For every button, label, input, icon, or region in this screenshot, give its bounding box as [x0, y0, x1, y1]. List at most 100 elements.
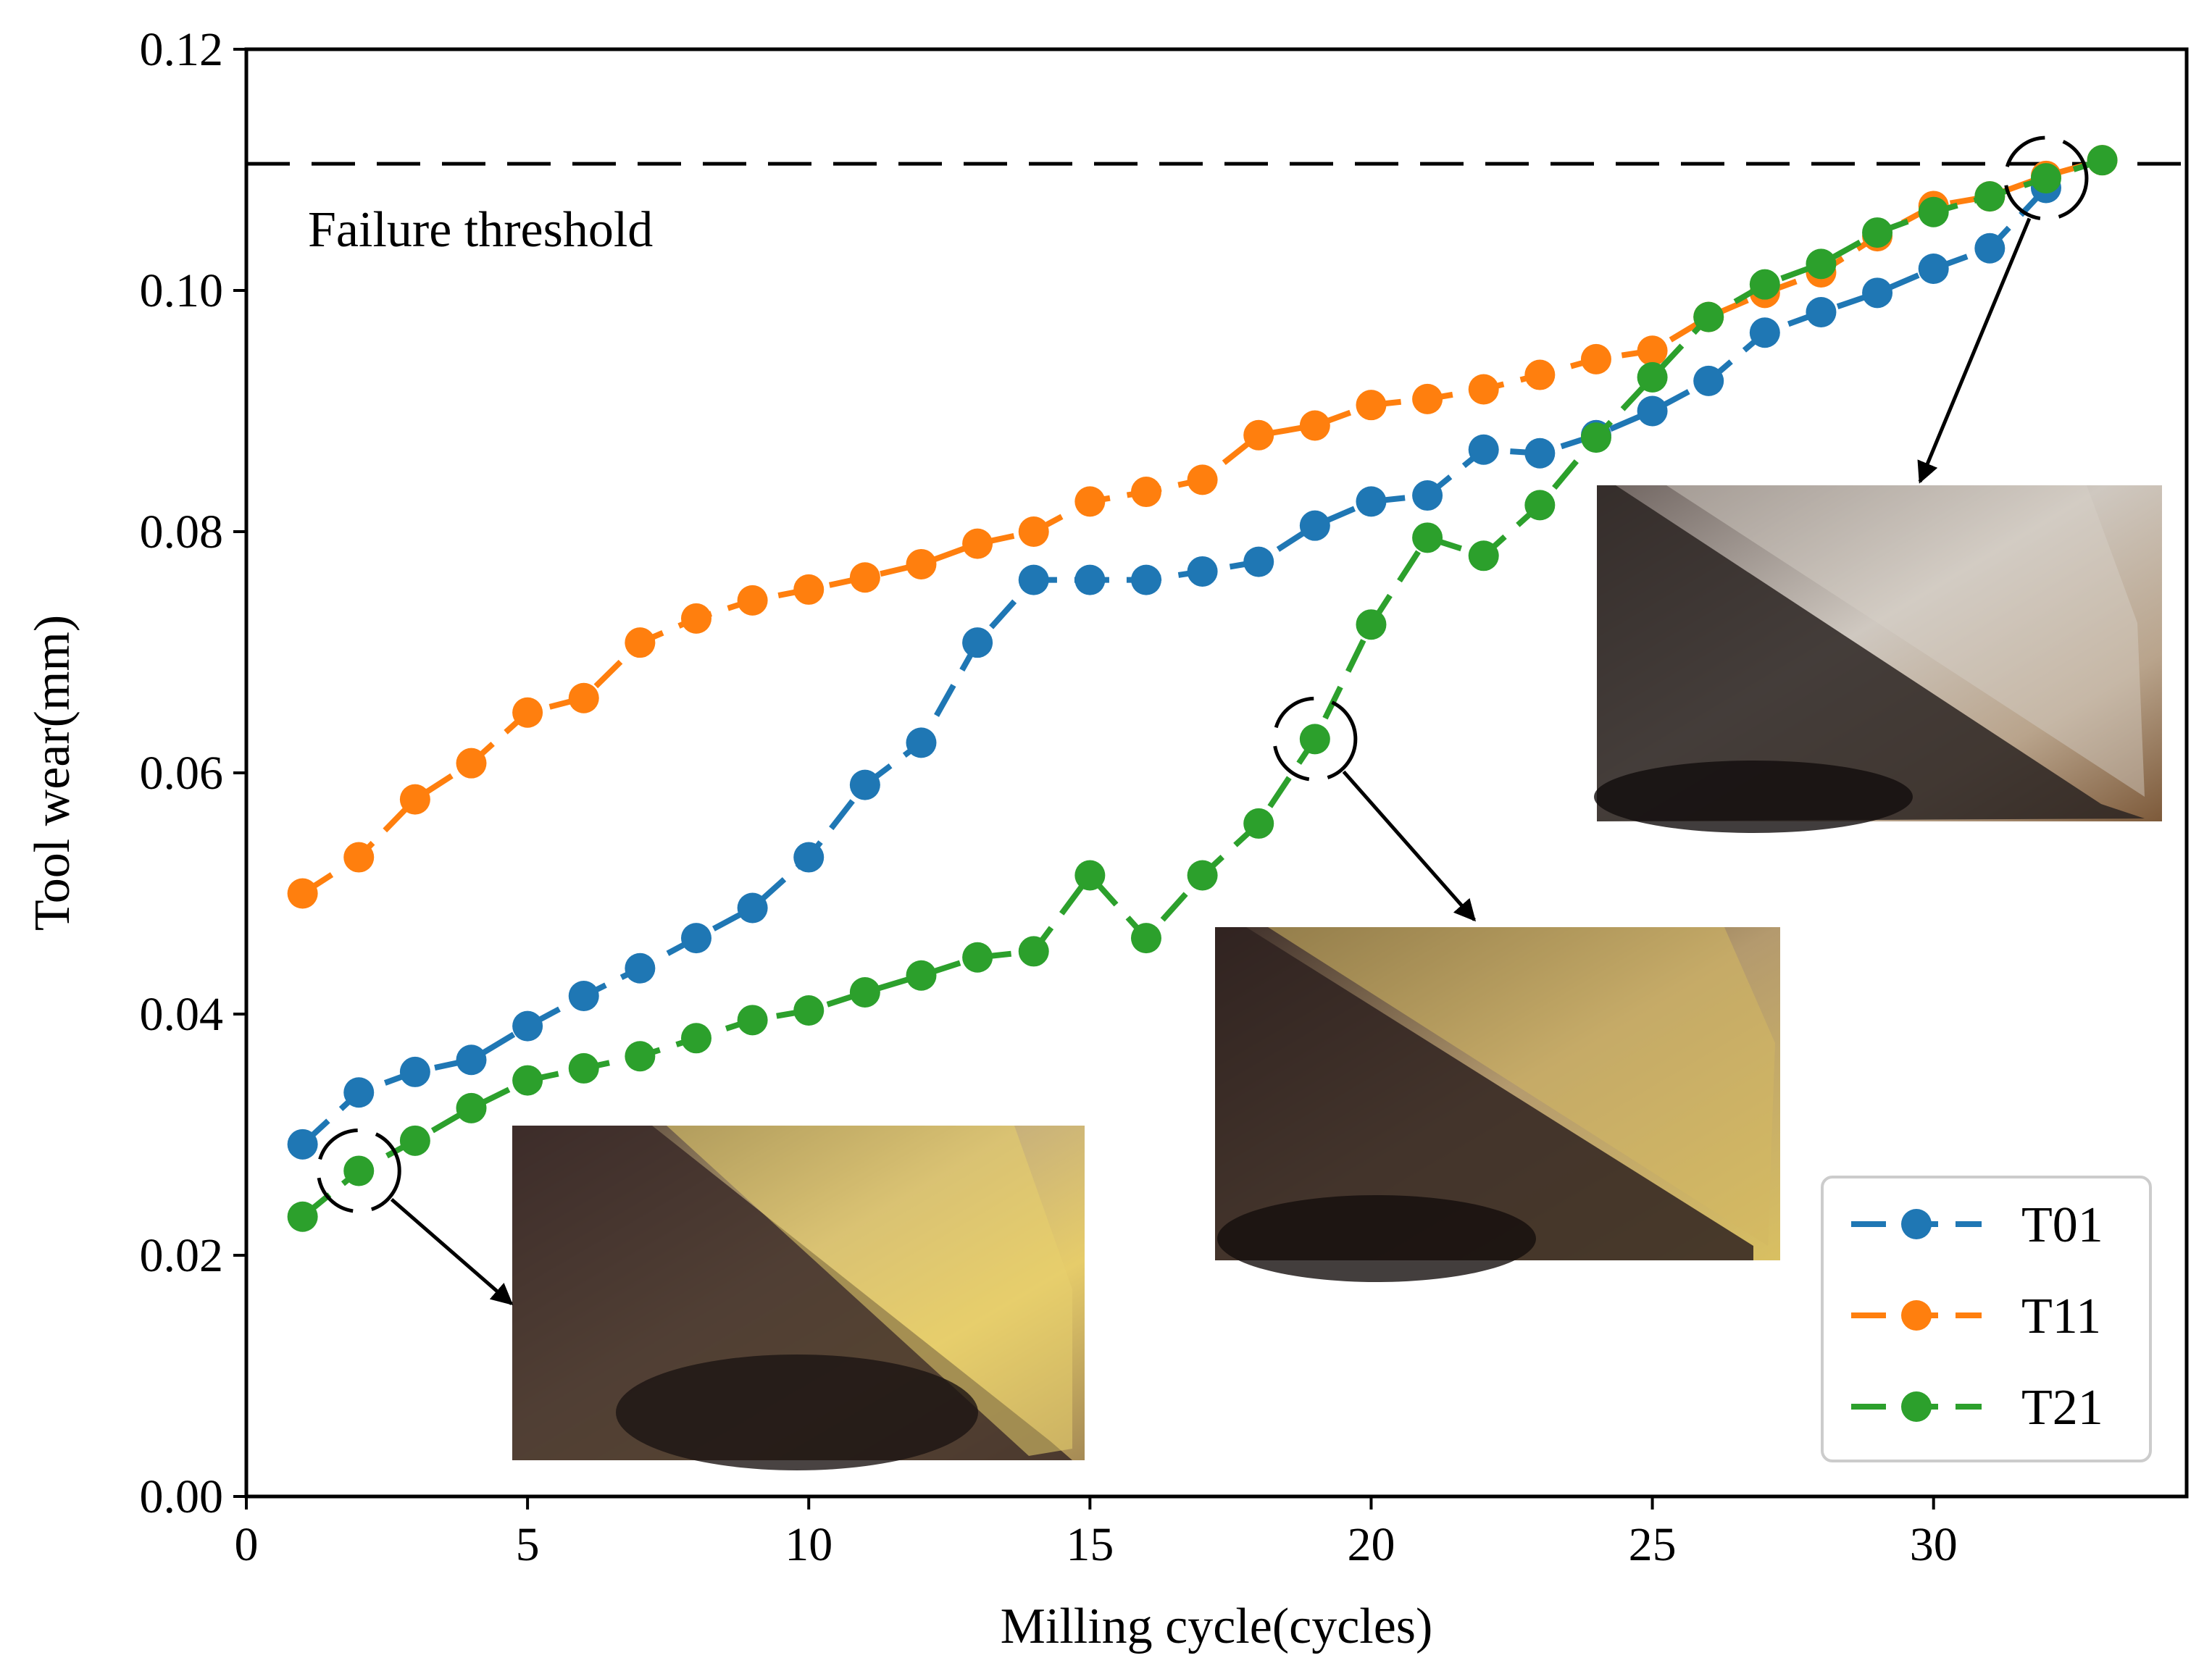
data-point-t11: [399, 784, 430, 815]
data-point-t21: [1130, 923, 1161, 954]
data-point-t11: [1412, 383, 1443, 414]
data-point-t11: [1468, 374, 1499, 405]
data-point-t11: [1580, 343, 1611, 374]
failure-threshold-label: Failure threshold: [308, 202, 653, 258]
data-point-t01: [680, 923, 711, 954]
data-point-t11: [737, 585, 768, 616]
x-tick-label: 30: [1910, 1518, 1958, 1571]
data-point-t01: [1018, 564, 1049, 595]
data-point-t11: [1074, 486, 1106, 517]
data-point-t01: [625, 952, 656, 984]
data-point-t21: [1693, 301, 1724, 332]
data-point-t21: [680, 1023, 711, 1054]
highlight-circle: [1272, 696, 1358, 782]
data-point-t01: [512, 1010, 543, 1042]
data-point-t01: [1187, 556, 1218, 587]
data-point-t21: [399, 1125, 430, 1156]
data-point-t21: [1299, 724, 1330, 755]
data-point-t11: [793, 574, 825, 605]
y-tick-label: 0.10: [140, 264, 224, 317]
data-point-t01: [1693, 365, 1724, 396]
data-point-t01: [1468, 434, 1499, 465]
y-tick-label: 0.02: [140, 1229, 224, 1282]
data-point-t11: [512, 697, 543, 728]
data-point-t21: [1806, 248, 1837, 280]
data-point-t01: [1862, 277, 1893, 309]
data-point-t21: [1468, 540, 1499, 571]
data-point-t01: [737, 892, 768, 924]
data-point-t21: [906, 960, 937, 991]
data-point-t01: [1299, 510, 1330, 541]
data-point-t01: [1412, 480, 1443, 511]
tool-image-inset-early: [512, 1126, 1085, 1470]
series-t21: [287, 145, 2118, 1232]
data-point-t01: [1243, 546, 1274, 577]
data-point-t11: [962, 528, 993, 559]
data-point-t21: [2030, 163, 2061, 194]
data-point-t21: [849, 977, 880, 1008]
y-axis-title: Tool wear(mm): [25, 615, 80, 931]
legend-marker-t01: [1901, 1209, 1932, 1239]
data-point-t11: [343, 842, 375, 873]
data-point-t21: [287, 1201, 318, 1232]
y-tick-label: 0.08: [140, 506, 224, 558]
data-point-t21: [1918, 196, 1949, 227]
x-tick-label: 20: [1347, 1518, 1395, 1571]
data-point-t21: [1412, 522, 1443, 553]
highlight-circle: [2003, 135, 2089, 221]
legend-label-t01: T01: [2021, 1197, 2103, 1253]
data-point-t11: [1299, 410, 1330, 441]
data-point-t11: [625, 627, 656, 658]
data-point-t21: [1356, 609, 1387, 640]
annotation-arrow: [1342, 770, 1476, 922]
data-point-t21: [737, 1005, 768, 1036]
data-point-t01: [343, 1077, 375, 1108]
data-point-t11: [1187, 464, 1218, 495]
data-point-t21: [2087, 145, 2118, 176]
data-point-t01: [1356, 486, 1387, 517]
data-point-t21: [1524, 490, 1556, 521]
data-point-t11: [568, 682, 599, 713]
data-point-t21: [1243, 808, 1274, 839]
data-point-t01: [1074, 564, 1106, 595]
tool-image-inset-middle: [1215, 927, 1780, 1282]
y-tick-label: 0.04: [140, 988, 224, 1041]
data-point-t11: [680, 603, 711, 634]
x-axis-ticks: 0 5 10 15 20 25 30: [235, 1496, 1958, 1571]
data-point-t11: [1524, 359, 1556, 390]
data-point-t21: [1749, 269, 1780, 300]
x-tick-label: 10: [785, 1518, 832, 1571]
data-point-t01: [793, 842, 825, 873]
data-point-t11: [1637, 335, 1668, 367]
data-point-t01: [1806, 296, 1837, 327]
data-point-t21: [568, 1052, 599, 1084]
tool-image-inset-late: [1594, 485, 2162, 833]
data-point-t11: [1018, 516, 1049, 547]
data-point-t21: [1074, 860, 1106, 891]
x-axis-title: Milling cycle(cycles): [1001, 1599, 1433, 1654]
data-point-t21: [456, 1092, 487, 1123]
series-layer: [287, 145, 2118, 1232]
y-tick-label: 0.00: [140, 1470, 224, 1523]
legend-marker-t21: [1901, 1391, 1932, 1422]
data-point-t11: [456, 748, 487, 779]
data-point-t01: [568, 981, 599, 1012]
data-point-t01: [1130, 564, 1161, 595]
data-point-t01: [1637, 395, 1668, 427]
data-point-t01: [399, 1056, 430, 1087]
x-tick-label: 15: [1066, 1518, 1114, 1571]
data-point-t01: [906, 727, 937, 758]
data-point-t21: [512, 1065, 543, 1096]
data-point-t01: [849, 769, 880, 800]
annotation-arrow: [1917, 217, 2032, 484]
annotation-arrow: [390, 1197, 514, 1305]
x-tick-label: 25: [1629, 1518, 1677, 1571]
data-point-t11: [1130, 477, 1161, 508]
x-tick-label: 0: [235, 1518, 259, 1571]
highlight-circle: [316, 1128, 401, 1213]
data-point-t21: [1187, 860, 1218, 891]
y-tick-label: 0.12: [140, 23, 224, 76]
legend: T01 T11 T21: [1821, 1176, 2152, 1462]
data-point-t21: [625, 1041, 656, 1072]
